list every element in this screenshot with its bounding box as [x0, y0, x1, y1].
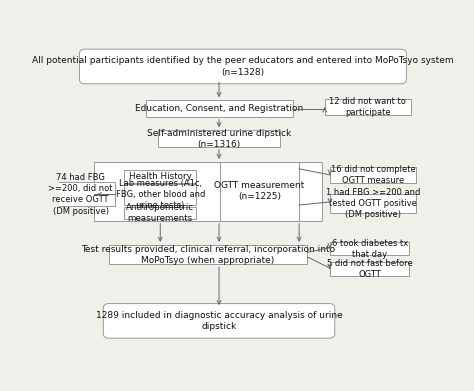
Text: Self-administered urine dipstick
(n=1316): Self-administered urine dipstick (n=1316… [147, 129, 291, 149]
Text: Education, Consent, and Registration: Education, Consent, and Registration [135, 104, 303, 113]
FancyBboxPatch shape [146, 100, 292, 117]
FancyBboxPatch shape [125, 170, 196, 183]
Text: All potential participants identified by the peer educators and entered into MoP: All potential participants identified by… [32, 56, 454, 77]
Text: 12 did not want to
participate: 12 did not want to participate [329, 97, 406, 117]
FancyBboxPatch shape [220, 162, 299, 221]
Text: 16 did not complete
OGTT measure: 16 did not complete OGTT measure [331, 165, 416, 185]
FancyBboxPatch shape [330, 242, 409, 255]
FancyBboxPatch shape [330, 262, 409, 276]
Text: Test results provided, clinical referral, incorporation into
MoPoTsyo (when appr: Test results provided, clinical referral… [81, 245, 335, 265]
Text: OGTT measurement
(n=1225): OGTT measurement (n=1225) [214, 181, 305, 201]
FancyBboxPatch shape [46, 182, 116, 206]
FancyBboxPatch shape [330, 167, 417, 183]
FancyBboxPatch shape [330, 194, 417, 213]
FancyBboxPatch shape [158, 131, 280, 147]
Text: 1289 included in diagnostic accuracy analysis of urine
dipstick: 1289 included in diagnostic accuracy ana… [96, 311, 342, 331]
Text: 5 did not fast before
OGTT: 5 did not fast before OGTT [327, 259, 412, 279]
FancyBboxPatch shape [80, 49, 406, 84]
Text: Lab measures (A1c,
FBG, other blood and
urine tests): Lab measures (A1c, FBG, other blood and … [116, 179, 205, 210]
Text: 74 had FBG
>=200, did not
receive OGTT
(DM positive): 74 had FBG >=200, did not receive OGTT (… [48, 173, 113, 215]
FancyBboxPatch shape [125, 184, 196, 204]
FancyBboxPatch shape [109, 245, 307, 264]
Text: 1 had FBG >=200 and
tested OGTT positive
(DM positive): 1 had FBG >=200 and tested OGTT positive… [326, 188, 420, 219]
FancyBboxPatch shape [103, 303, 335, 338]
Text: Health History: Health History [129, 172, 191, 181]
FancyBboxPatch shape [325, 99, 411, 115]
Text: 6 took diabetes tx
that day: 6 took diabetes tx that day [331, 239, 408, 259]
FancyBboxPatch shape [94, 162, 322, 221]
Text: Anthropometric
measurements: Anthropometric measurements [126, 203, 194, 223]
FancyBboxPatch shape [125, 207, 196, 219]
